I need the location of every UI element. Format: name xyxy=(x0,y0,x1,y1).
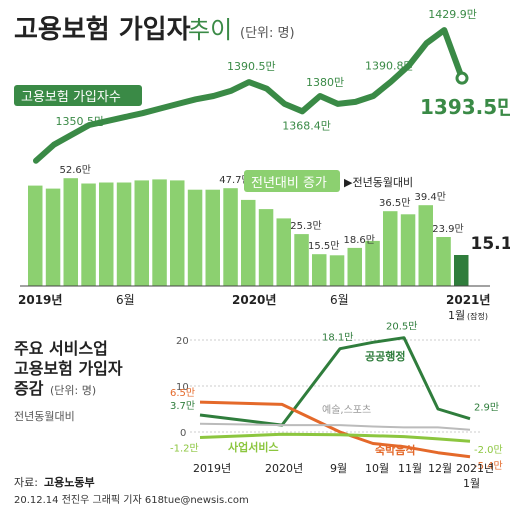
yoy-bar-label: 36.5만 xyxy=(379,197,410,209)
yoy-bar-label: 52.6만 xyxy=(60,164,91,176)
x-label-jan-2021: 1월 xyxy=(448,309,465,322)
bottom-unit: (단위: 명) xyxy=(50,384,96,397)
yoy-bar xyxy=(365,240,380,286)
yoy-bar xyxy=(400,214,416,287)
subscriber-point-label: 1390.8만 xyxy=(365,60,414,73)
yoy-bar xyxy=(205,189,220,286)
yoy-bar xyxy=(28,185,43,286)
service-point-label: 3.7만 xyxy=(170,400,195,412)
service-line xyxy=(199,422,471,431)
bottom-x-2021: 2021년 xyxy=(456,462,494,475)
yoy-bar-label: 15.5만 xyxy=(308,240,339,252)
service-point-label: -1.2만 xyxy=(170,443,199,455)
title-suffix: 추이 xyxy=(188,16,232,44)
bottom-x-oct: 10월 xyxy=(365,462,389,475)
gridline-label-10: 10 xyxy=(176,382,189,393)
service-point-label: 18.1만 xyxy=(322,332,353,344)
subscriber-point-label: 1390.5만 xyxy=(227,60,276,73)
x-label-2020: 2020년 xyxy=(232,293,276,307)
yoy-bar xyxy=(454,255,469,286)
yoy-bar xyxy=(329,255,345,286)
bottom-x-jan: 1월 xyxy=(463,477,480,490)
yoy-bar xyxy=(152,179,167,286)
service-industry-line-chart: 3.7만 18.1만 20.5만 2.9만 6.5만 -5.4만 -1.2만 -2.0만 공공행… xyxy=(170,321,503,472)
series-label-box xyxy=(14,85,142,106)
gridline-label-20: 20 xyxy=(176,336,189,347)
x-label-prelim: (잠정) xyxy=(467,311,488,321)
subscriber-point-label: 1380만 xyxy=(306,76,344,89)
yoy-bar xyxy=(223,188,238,286)
yoy-bar-label: 23.9만 xyxy=(432,223,463,235)
subscriber-line-chart: 1350.5만 1390.5만 1368.4만 1380만 1390.8만 1429.9만… xyxy=(33,8,510,164)
yoy-label: 전년대비 증가 xyxy=(251,176,327,191)
yoy-bar xyxy=(418,205,433,286)
series-name-arts-sports: 예술,스포츠 xyxy=(322,404,371,416)
yoy-bar xyxy=(134,180,149,286)
yoy-bar xyxy=(241,199,256,286)
series-name-business-services: 사업서비스 xyxy=(228,440,279,454)
service-point-label: 6.5만 xyxy=(170,387,195,399)
subscriber-last-point xyxy=(455,71,469,85)
service-line xyxy=(199,432,471,443)
source-name: 고용노동부 xyxy=(44,476,95,489)
title-unit: (단위: 명) xyxy=(240,26,295,41)
source-label: 자료: xyxy=(14,476,38,489)
service-point-label: -5.4만 xyxy=(474,460,503,472)
yoy-bar xyxy=(99,182,114,286)
x-label-2021: 2021년 xyxy=(446,293,490,307)
bottom-x-2019: 2019년 xyxy=(193,462,231,475)
yoy-bar xyxy=(258,209,274,286)
yoy-bar-label: 15.1만 xyxy=(471,234,510,254)
subscriber-point-label: 1350.5만 xyxy=(56,115,105,128)
credit-line: 20.12.14 전진우 그래픽 기자 618tue@newsis.com xyxy=(14,494,249,506)
bottom-basis: 전년동월대비 xyxy=(14,410,75,423)
series-name-public-admin: 공공행정 xyxy=(365,349,405,363)
service-line xyxy=(199,400,471,459)
yoy-basis: ▶전년동월대비 xyxy=(344,176,413,189)
yoy-bar xyxy=(383,211,398,286)
title-main: 고용보험 가입자 xyxy=(14,15,191,45)
bottom-title-line2: 고용보험 가입자 xyxy=(14,359,123,378)
series-label: 고용보험 가입자수 xyxy=(21,90,121,105)
yoy-bar-label: 18.6만 xyxy=(344,234,375,246)
yoy-bar xyxy=(294,234,309,286)
bottom-x-2020: 2020년 xyxy=(265,462,303,475)
subscriber-point-label: 1368.4만 xyxy=(282,119,331,132)
yoy-bar xyxy=(170,180,185,286)
yoy-bar-chart: 52.6만 47.7만 25.3만 15.5만 18.6만 36.5만 39.4만 23.9만… xyxy=(28,164,510,287)
service-point-label: -2.0만 xyxy=(474,444,503,456)
subscriber-point-label: 1429.9만 xyxy=(428,8,477,21)
yoy-bar-label: 25.3만 xyxy=(290,220,321,232)
bottom-title-line1: 주요 서비스업 xyxy=(14,339,108,358)
yoy-label-box xyxy=(244,170,340,192)
yoy-bar xyxy=(187,189,203,286)
yoy-bar xyxy=(436,237,451,286)
subscriber-last-label: 1393.5만 xyxy=(420,95,510,119)
series-name-lodging-food: 숙박음식 xyxy=(375,443,415,457)
bottom-x-sep: 9월 xyxy=(330,462,347,475)
yoy-bar xyxy=(347,247,362,286)
x-label-june-2019: 6월 xyxy=(116,293,135,307)
bottom-x-dec: 12월 xyxy=(428,462,452,475)
yoy-bar xyxy=(45,188,61,286)
gridline-label-0: 0 xyxy=(180,428,186,439)
yoy-bar xyxy=(63,178,78,286)
x-label-june-2020: 6월 xyxy=(330,293,349,307)
service-point-label: 2.9만 xyxy=(474,402,499,414)
yoy-bar xyxy=(276,218,291,286)
subscriber-line xyxy=(33,27,465,164)
yoy-bar xyxy=(81,183,96,286)
bottom-x-nov: 11월 xyxy=(398,462,422,475)
yoy-bar-label: 39.4만 xyxy=(415,191,446,203)
x-label-2019: 2019년 xyxy=(18,293,62,307)
bottom-title-line3: 증감 xyxy=(14,379,44,398)
yoy-bar xyxy=(312,254,327,286)
yoy-bar xyxy=(116,182,132,286)
yoy-bar-label: 47.7만 xyxy=(219,174,250,186)
service-point-label: 20.5만 xyxy=(386,321,417,333)
